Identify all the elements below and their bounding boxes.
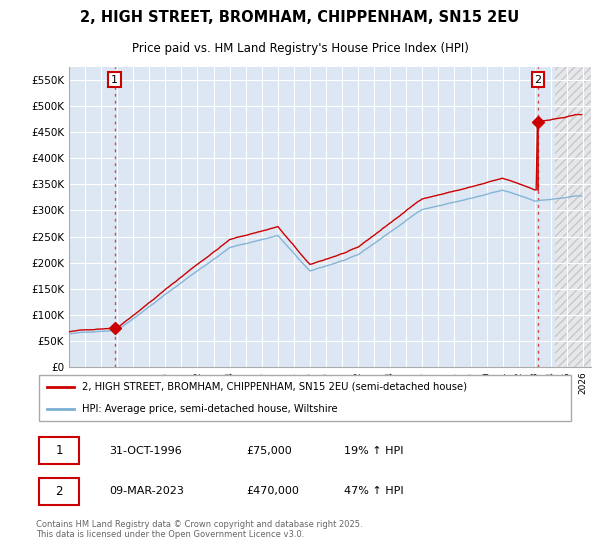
Text: 2: 2 — [55, 484, 63, 498]
Text: Price paid vs. HM Land Registry's House Price Index (HPI): Price paid vs. HM Land Registry's House … — [131, 42, 469, 55]
Text: 19% ↑ HPI: 19% ↑ HPI — [344, 446, 403, 456]
FancyBboxPatch shape — [39, 376, 571, 421]
Text: 2, HIGH STREET, BROMHAM, CHIPPENHAM, SN15 2EU: 2, HIGH STREET, BROMHAM, CHIPPENHAM, SN1… — [80, 10, 520, 25]
Text: £470,000: £470,000 — [247, 486, 299, 496]
Text: 09-MAR-2023: 09-MAR-2023 — [109, 486, 184, 496]
Text: 31-OCT-1996: 31-OCT-1996 — [109, 446, 182, 456]
Text: 2, HIGH STREET, BROMHAM, CHIPPENHAM, SN15 2EU (semi-detached house): 2, HIGH STREET, BROMHAM, CHIPPENHAM, SN1… — [82, 382, 467, 392]
Text: 2: 2 — [535, 74, 542, 85]
FancyBboxPatch shape — [39, 478, 79, 505]
Text: Contains HM Land Registry data © Crown copyright and database right 2025.
This d: Contains HM Land Registry data © Crown c… — [36, 520, 362, 539]
Text: 1: 1 — [55, 444, 63, 458]
Text: HPI: Average price, semi-detached house, Wiltshire: HPI: Average price, semi-detached house,… — [82, 404, 338, 414]
Bar — [555, 67, 591, 367]
Text: £75,000: £75,000 — [247, 446, 292, 456]
FancyBboxPatch shape — [39, 437, 79, 464]
Text: 1: 1 — [111, 74, 118, 85]
Text: 47% ↑ HPI: 47% ↑ HPI — [344, 486, 403, 496]
